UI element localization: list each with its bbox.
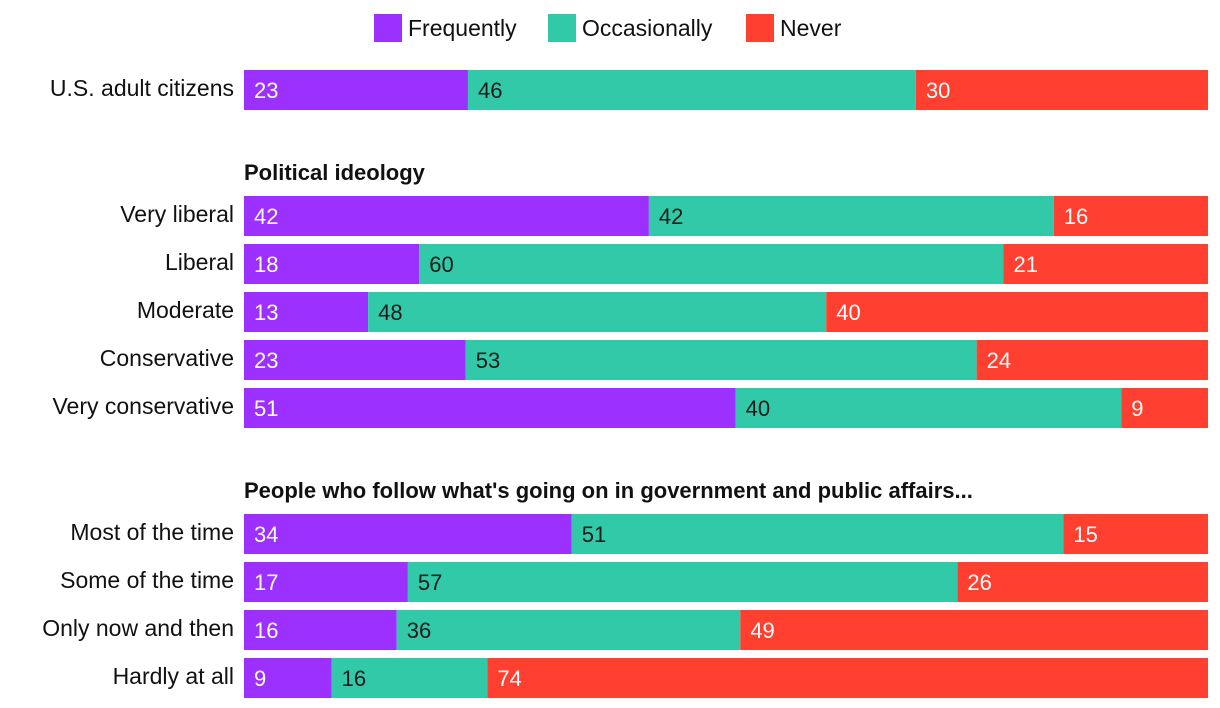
value-label-very-conservative-frequently: 51 bbox=[254, 396, 278, 421]
bar-very-liberal-never bbox=[1053, 196, 1208, 236]
value-label-u-s-adult-citizens-never: 30 bbox=[926, 78, 950, 103]
value-label-most-of-the-time-frequently: 34 bbox=[254, 522, 278, 547]
bar-some-of-the-time-frequently bbox=[244, 562, 408, 602]
value-label-liberal-frequently: 18 bbox=[254, 252, 278, 277]
value-label-conservative-occasionally: 53 bbox=[476, 348, 500, 373]
bar-very-conservative-occasionally bbox=[735, 388, 1122, 428]
bar-conservative-occasionally bbox=[465, 340, 977, 380]
legend-item-occasionally: Occasionally bbox=[548, 12, 712, 44]
row-label-most-of-the-time: Most of the time bbox=[70, 519, 234, 545]
bar-liberal-occasionally bbox=[419, 244, 1004, 284]
group-heading: Political ideology bbox=[244, 160, 426, 185]
value-label-moderate-occasionally: 48 bbox=[378, 300, 402, 325]
bar-moderate-occasionally bbox=[368, 292, 827, 332]
legend-item-frequently: Frequently bbox=[374, 12, 517, 44]
row-label-only-now-and-then: Only now and then bbox=[42, 615, 234, 641]
value-label-u-s-adult-citizens-occasionally: 46 bbox=[478, 78, 502, 103]
value-label-some-of-the-time-never: 26 bbox=[967, 570, 991, 595]
bar-only-now-and-then-frequently bbox=[244, 610, 397, 650]
value-label-very-liberal-frequently: 42 bbox=[254, 204, 278, 229]
row-label-moderate: Moderate bbox=[137, 297, 234, 323]
value-label-hardly-at-all-never: 74 bbox=[497, 666, 521, 691]
value-label-liberal-occasionally: 60 bbox=[429, 252, 453, 277]
row-label-u-s-adult-citizens: U.S. adult citizens bbox=[50, 75, 234, 101]
value-label-only-now-and-then-frequently: 16 bbox=[254, 618, 278, 643]
row-label-liberal: Liberal bbox=[165, 249, 234, 275]
value-label-very-liberal-never: 16 bbox=[1064, 204, 1088, 229]
bar-hardly-at-all-frequently bbox=[244, 658, 332, 698]
value-label-some-of-the-time-occasionally: 57 bbox=[418, 570, 442, 595]
value-label-conservative-frequently: 23 bbox=[254, 348, 278, 373]
bar-only-now-and-then-occasionally bbox=[396, 610, 741, 650]
value-label-most-of-the-time-occasionally: 51 bbox=[582, 522, 606, 547]
value-label-u-s-adult-citizens-frequently: 23 bbox=[254, 78, 278, 103]
row-label-very-conservative: Very conservative bbox=[52, 393, 234, 419]
row-label-very-liberal: Very liberal bbox=[120, 201, 234, 227]
bar-most-of-the-time-never bbox=[1063, 514, 1208, 554]
value-label-very-conservative-occasionally: 40 bbox=[746, 396, 770, 421]
bar-very-conservative-frequently bbox=[244, 388, 736, 428]
value-label-moderate-never: 40 bbox=[836, 300, 860, 325]
legend-item-never: Never bbox=[746, 12, 841, 44]
value-label-most-of-the-time-never: 15 bbox=[1073, 522, 1097, 547]
value-label-moderate-frequently: 13 bbox=[254, 300, 278, 325]
row-label-hardly-at-all: Hardly at all bbox=[113, 663, 234, 689]
value-label-conservative-never: 24 bbox=[987, 348, 1011, 373]
bar-hardly-at-all-never bbox=[487, 658, 1209, 698]
bar-u-s-adult-citizens-never bbox=[915, 70, 1208, 110]
value-label-hardly-at-all-occasionally: 16 bbox=[342, 666, 366, 691]
bar-u-s-adult-citizens-occasionally bbox=[467, 70, 916, 110]
bar-moderate-frequently bbox=[244, 292, 369, 332]
legend-swatch-occasionally bbox=[548, 14, 576, 42]
bar-some-of-the-time-occasionally bbox=[407, 562, 958, 602]
value-label-only-now-and-then-never: 49 bbox=[750, 618, 774, 643]
legend-swatch-never bbox=[746, 14, 774, 42]
legend-label-never: Never bbox=[780, 14, 842, 41]
row-label-some-of-the-time: Some of the time bbox=[60, 567, 234, 593]
bar-some-of-the-time-never bbox=[957, 562, 1208, 602]
value-label-hardly-at-all-frequently: 9 bbox=[254, 666, 266, 691]
bar-most-of-the-time-frequently bbox=[244, 514, 572, 554]
value-label-some-of-the-time-frequently: 17 bbox=[254, 570, 278, 595]
bar-liberal-frequently bbox=[244, 244, 420, 284]
bar-very-liberal-occasionally bbox=[648, 196, 1054, 236]
value-label-very-conservative-never: 9 bbox=[1131, 396, 1143, 421]
bar-liberal-never bbox=[1003, 244, 1208, 284]
value-label-liberal-never: 21 bbox=[1014, 252, 1038, 277]
bar-very-liberal-frequently bbox=[244, 196, 649, 236]
bar-moderate-never bbox=[826, 292, 1208, 332]
bar-hardly-at-all-occasionally bbox=[331, 658, 488, 698]
legend-swatch-frequently bbox=[374, 14, 402, 42]
group-heading: People who follow what's going on in gov… bbox=[244, 478, 973, 503]
value-label-very-liberal-occasionally: 42 bbox=[659, 204, 683, 229]
value-label-only-now-and-then-occasionally: 36 bbox=[407, 618, 431, 643]
legend: Frequently Occasionally Never bbox=[0, 12, 1220, 44]
bar-very-conservative-never bbox=[1121, 388, 1208, 428]
bar-conservative-never bbox=[976, 340, 1208, 380]
legend-label-occasionally: Occasionally bbox=[582, 14, 713, 41]
legend-label-frequently: Frequently bbox=[408, 14, 517, 41]
bar-conservative-frequently bbox=[244, 340, 466, 380]
row-label-conservative: Conservative bbox=[100, 345, 234, 371]
bar-only-now-and-then-never bbox=[740, 610, 1208, 650]
bar-most-of-the-time-occasionally bbox=[571, 514, 1064, 554]
bar-u-s-adult-citizens-frequently bbox=[244, 70, 468, 110]
